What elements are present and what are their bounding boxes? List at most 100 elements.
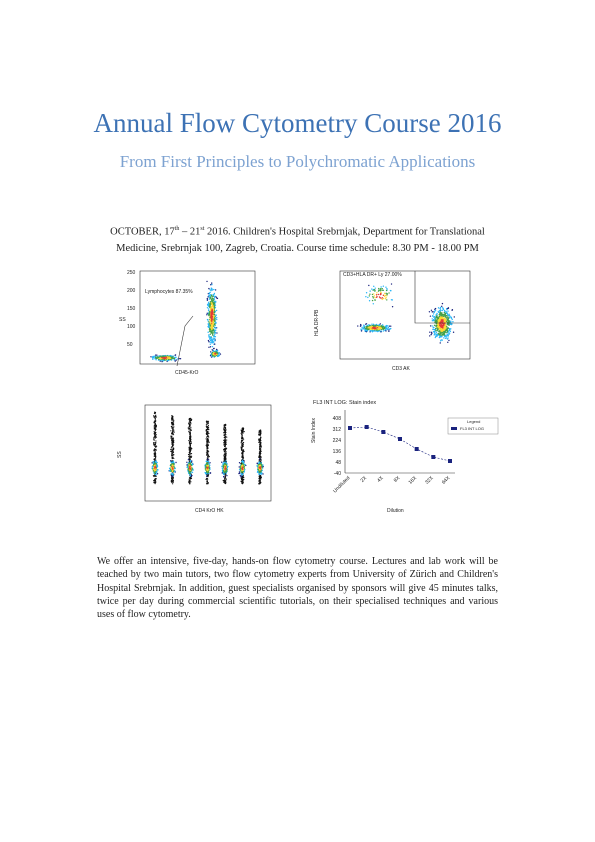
dot	[385, 327, 388, 329]
dot	[209, 297, 211, 299]
dot	[429, 315, 432, 317]
dot	[207, 320, 209, 322]
dot	[154, 479, 157, 481]
dot	[215, 321, 217, 324]
dot	[242, 464, 244, 467]
dot	[215, 309, 218, 312]
dot	[159, 358, 161, 360]
dot	[387, 328, 389, 330]
dot	[162, 355, 165, 358]
dot	[428, 311, 431, 313]
dot	[172, 464, 174, 467]
dot	[224, 478, 226, 480]
dot	[258, 477, 260, 480]
dot	[241, 460, 243, 463]
dot	[156, 466, 158, 468]
dot	[435, 335, 437, 338]
dot	[191, 460, 193, 462]
gate-line	[176, 315, 194, 367]
dot	[224, 456, 226, 458]
dot	[161, 360, 163, 363]
dot	[445, 335, 447, 338]
dot	[224, 459, 227, 461]
dot	[155, 471, 158, 473]
dot	[223, 440, 226, 442]
dot	[447, 317, 449, 319]
dot	[168, 356, 171, 358]
dot	[189, 437, 191, 439]
dot	[448, 339, 450, 342]
dot	[222, 473, 225, 475]
dot	[207, 425, 209, 427]
dot	[154, 455, 156, 457]
dot	[223, 468, 225, 471]
dot	[174, 470, 176, 473]
dot	[241, 437, 243, 440]
dot	[441, 302, 444, 305]
dot	[153, 433, 155, 435]
y-tick-label: 100	[127, 324, 136, 330]
dot	[223, 428, 225, 431]
dot	[447, 313, 449, 316]
dot	[259, 432, 262, 434]
dot	[187, 467, 190, 470]
dot	[210, 289, 212, 292]
dot	[210, 316, 213, 318]
dot	[451, 309, 453, 311]
dot	[224, 455, 226, 457]
dot	[223, 453, 226, 455]
dot	[242, 428, 244, 430]
dot	[206, 318, 209, 321]
dot	[216, 318, 218, 321]
dot	[213, 337, 215, 339]
dot	[449, 330, 452, 333]
dot	[260, 482, 262, 484]
dot	[225, 456, 227, 458]
dot	[191, 468, 193, 470]
dot	[210, 338, 213, 340]
dot	[171, 446, 173, 448]
dot	[448, 324, 450, 326]
dot	[160, 355, 162, 357]
dot	[155, 468, 157, 470]
y-tick-label: 250	[127, 270, 136, 276]
dot	[262, 464, 264, 466]
dot	[152, 415, 155, 417]
dot	[435, 321, 437, 323]
dot	[432, 313, 435, 315]
dot	[188, 432, 190, 434]
dot	[375, 326, 378, 328]
dot	[208, 346, 210, 348]
dot	[224, 482, 227, 485]
dot	[170, 448, 172, 451]
dot	[242, 443, 244, 446]
frame	[139, 270, 256, 365]
dot	[171, 451, 173, 453]
dot	[208, 467, 211, 469]
x-label: Dilution	[387, 508, 404, 514]
dot	[172, 440, 174, 442]
dot	[211, 349, 213, 351]
dot	[173, 457, 175, 460]
dot	[212, 294, 214, 296]
dot	[205, 420, 208, 422]
dot	[208, 308, 210, 310]
dot	[155, 414, 157, 416]
dot	[239, 474, 242, 477]
dot	[173, 454, 175, 456]
dot	[153, 355, 155, 357]
dot	[208, 292, 210, 294]
dot	[445, 314, 447, 317]
dot	[386, 299, 388, 301]
dot	[390, 283, 393, 285]
dot	[211, 353, 213, 355]
dot	[155, 425, 157, 427]
dot	[241, 448, 243, 451]
dot	[155, 359, 157, 361]
dot	[225, 447, 227, 449]
dot	[208, 429, 210, 431]
dot	[189, 465, 191, 467]
dot	[208, 462, 210, 465]
dot	[433, 319, 435, 322]
point	[381, 430, 386, 434]
